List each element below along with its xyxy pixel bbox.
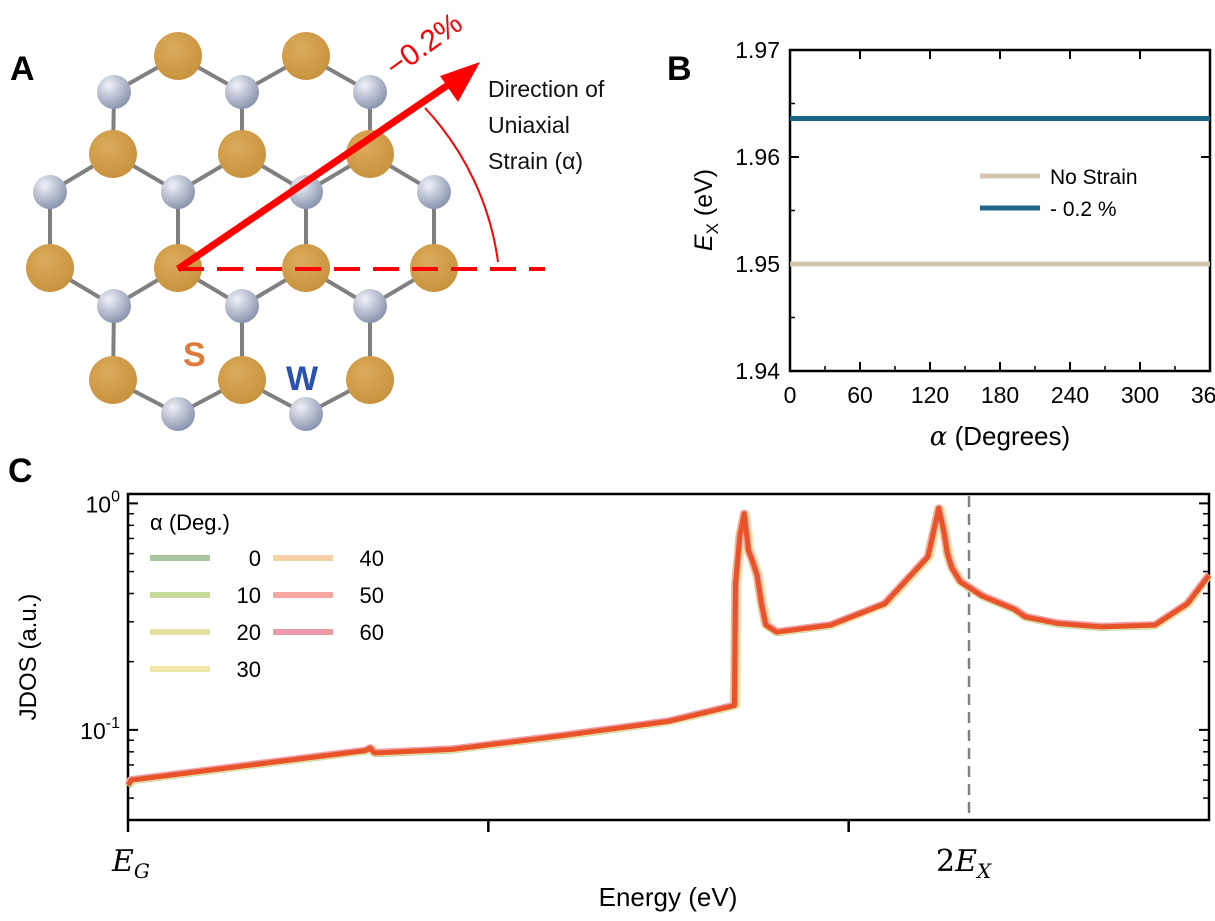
direction-label-line-3: Strain (α) xyxy=(488,148,583,174)
x-tick-label: 300 xyxy=(1121,382,1159,408)
legend-label-20: 20 xyxy=(237,620,261,645)
x-tick-label: 120 xyxy=(911,382,949,408)
legend-label-50: 50 xyxy=(360,583,384,608)
y-tick-label: 1.96 xyxy=(735,144,780,170)
series-line-30 xyxy=(128,505,1212,787)
w-atom xyxy=(225,75,259,109)
legend-label-10: 10 xyxy=(237,583,261,608)
panel-c-ylabel: JDOS (a.u.) xyxy=(15,594,42,721)
legend-label: - 0.2 % xyxy=(1050,198,1117,221)
w-atom xyxy=(417,175,451,209)
series-line-20 xyxy=(125,505,1210,787)
s-atom xyxy=(346,356,394,404)
lattice-diagram xyxy=(26,32,458,431)
s-atom xyxy=(89,130,137,178)
s-atom xyxy=(282,32,330,80)
panel-b-legend: No Strain - 0.2 % xyxy=(980,166,1138,221)
panel-c-legend: α (Deg.) 0 10 20 30 40 50 60 xyxy=(150,510,384,682)
s-atom xyxy=(218,356,266,404)
legend-label-60: 60 xyxy=(360,620,384,645)
atom-s-label: S xyxy=(183,336,206,374)
w-atom xyxy=(97,75,131,109)
x-label-eg: EG xyxy=(111,844,150,883)
panel-a-label: A xyxy=(10,50,35,88)
w-atom xyxy=(161,175,195,209)
y-tick-label: 1.95 xyxy=(735,251,780,277)
w-atom xyxy=(161,397,195,431)
direction-label-line-1: Direction of xyxy=(488,76,605,102)
series-line-50 xyxy=(125,504,1211,786)
w-atom xyxy=(289,397,323,431)
panel-b-label: B xyxy=(667,50,692,88)
panel-b-xlabel: α (Degrees) xyxy=(930,421,1070,452)
y-tick-label: 1.97 xyxy=(735,37,780,63)
angle-arc xyxy=(424,107,499,263)
legend-title: α (Deg.) xyxy=(150,510,230,535)
x-tick-label: 240 xyxy=(1051,382,1089,408)
panel-c-label: C xyxy=(8,452,33,490)
series-line-60 xyxy=(126,504,1212,786)
direction-label-line-2: Uniaxial xyxy=(488,112,570,138)
legend-label-30: 30 xyxy=(237,657,261,682)
panel-b-series xyxy=(790,115,1210,267)
x-tick-label: 180 xyxy=(981,382,1019,408)
s-atom xyxy=(26,244,74,292)
panel-b-axes: 0 60 120 180 240 300 360 1.94 1.95 1.96 1.97 xyxy=(735,37,1215,408)
x-tick-label: 360 xyxy=(1191,382,1215,408)
panel-a: A −0.2% Direction of Uniaxial Strain (α)… xyxy=(10,6,605,431)
legend-label: No Strain xyxy=(1050,166,1138,189)
y-tick-label: 10-1 xyxy=(80,715,120,744)
panel-b: B 0 60 120 180 240 300 360 1.94 1.95 1.96 1.97 No … xyxy=(667,37,1215,452)
x-tick-label: 60 xyxy=(847,382,873,408)
legend-label-40: 40 xyxy=(360,546,384,571)
series-line-overlay xyxy=(125,505,1211,787)
panel-c-series xyxy=(125,504,1212,788)
x-label-2ex: 2EX xyxy=(936,844,992,883)
y-tick-label: 100 xyxy=(86,488,121,517)
series-line-0 xyxy=(125,506,1212,788)
s-atom xyxy=(89,356,137,404)
w-atom xyxy=(33,175,67,209)
atom-w-label: W xyxy=(286,360,319,398)
w-atom xyxy=(225,289,259,323)
strain-arrow-head xyxy=(440,62,480,102)
s-atom xyxy=(346,130,394,178)
panel-c-xlabel: Energy (eV) xyxy=(599,882,738,912)
legend-label-0: 0 xyxy=(249,546,261,571)
w-atom xyxy=(353,289,387,323)
strain-arrow-shaft xyxy=(176,82,450,272)
series-line-40 xyxy=(126,505,1212,787)
w-atom xyxy=(97,289,131,323)
panel-c: C 10-1 100 EG 2EX α (Deg.) 0 10 20 30 40 50 60 JDO… xyxy=(8,452,1212,912)
s-atom xyxy=(218,130,266,178)
s-atom xyxy=(154,32,202,80)
y-tick-label: 1.94 xyxy=(735,358,780,384)
panel-b-ylabel: EX (eV) xyxy=(690,169,722,251)
series-line-10 xyxy=(127,506,1212,788)
x-tick-label: 0 xyxy=(784,382,797,408)
panel-c-plot-frame xyxy=(126,492,1211,822)
w-atom xyxy=(353,75,387,109)
